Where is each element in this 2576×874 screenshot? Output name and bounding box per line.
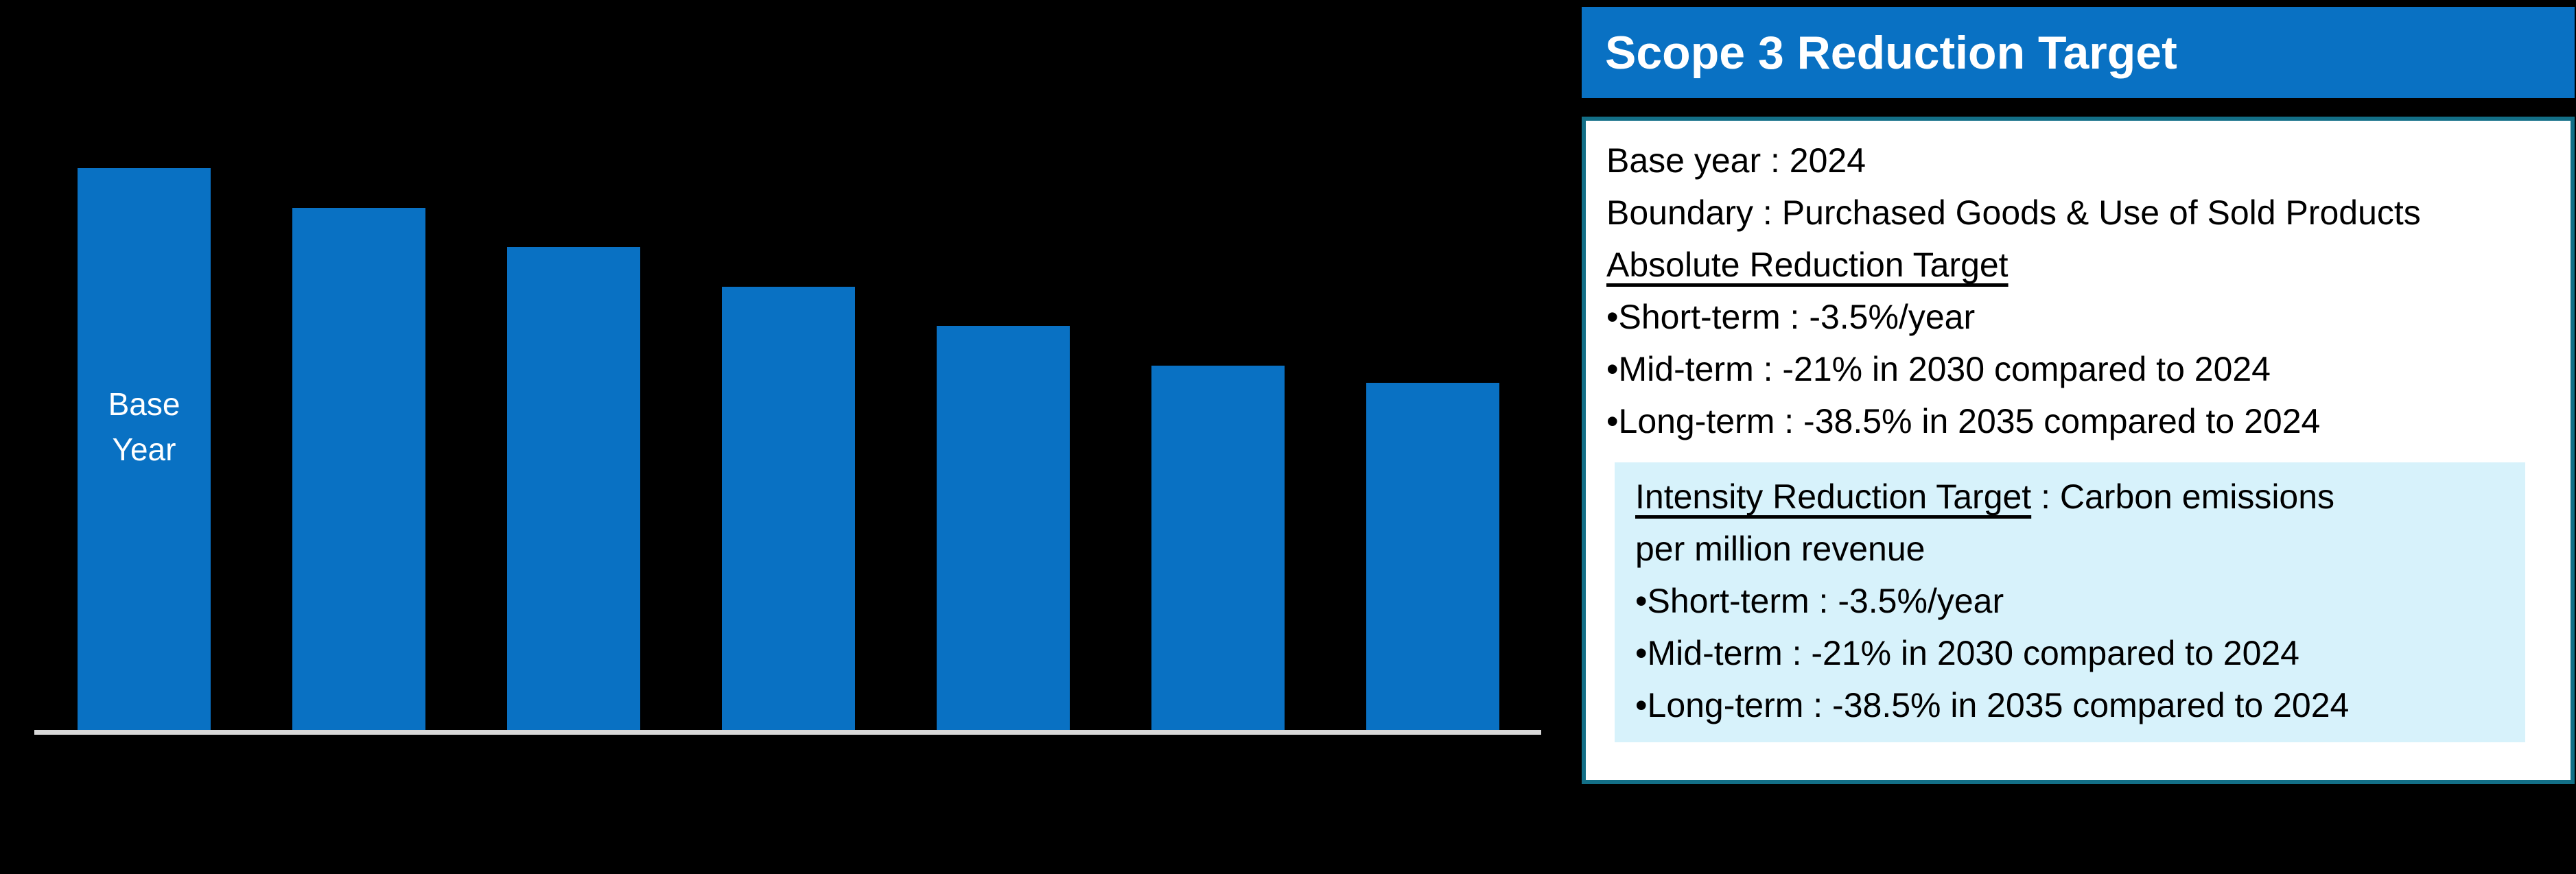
intensity-bullet-long-term: •Long-term : -38.5% in 2035 compared to … [1635,686,2350,724]
intensity-target-box: Intensity Reduction Target : Carbon emis… [1615,462,2525,742]
reduction-target-panel: Base year : 2024 Boundary : Purchased Go… [1582,117,2575,784]
bar [507,247,640,733]
bar [1366,383,1499,733]
bar [1151,366,1285,733]
absolute-bullet-short-term: •Short-term : -3.5%/year [1606,298,1976,336]
x-axis-line [34,730,1541,735]
absolute-target-heading: Absolute Reduction Target [1606,239,2550,291]
absolute-bullet-mid-term: •Mid-term : -21% in 2030 compared to 202… [1606,350,2271,388]
bar [937,326,1070,733]
intensity-bullet-mid-term: •Mid-term : -21% in 2030 compared to 202… [1635,634,2299,672]
absolute-bullet-long-term: •Long-term : -38.5% in 2035 compared to … [1606,402,2321,440]
base-year-label: Base Year [108,386,180,467]
base-year-line: Base year : 2024 [1606,141,1866,180]
bar [292,208,425,733]
bar [78,168,211,733]
boundary-line: Boundary : Purchased Goods & Use of Sold… [1606,193,2421,232]
panel-title: Scope 3 Reduction Target [1582,7,2575,98]
intensity-target-heading-rest: : Carbon emissions [2031,477,2335,516]
bar-chart: Base Year [34,163,1541,735]
bars [78,163,1499,733]
intensity-target-heading-text: Intensity Reduction Target [1635,477,2032,516]
bar [722,287,855,733]
intensity-bullet-short-term: •Short-term : -3.5%/year [1635,582,2004,620]
absolute-target-heading-text: Absolute Reduction Target [1606,246,2009,284]
intensity-target-heading: Intensity Reduction Target : Carbon emis… [1635,471,2505,523]
intensity-target-heading-line2: per million revenue [1635,530,1925,568]
